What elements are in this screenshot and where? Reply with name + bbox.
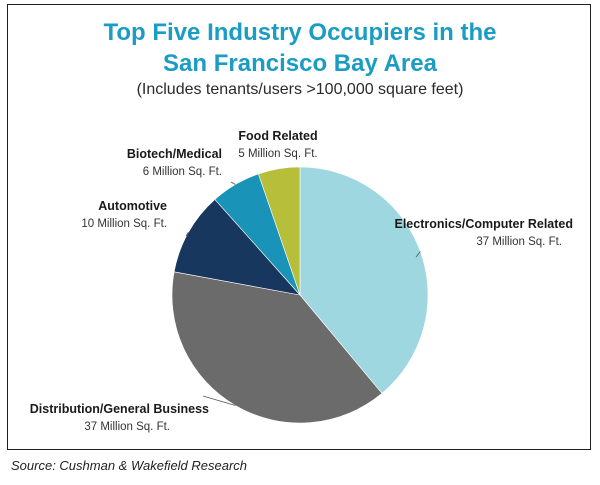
slice-label-electronics-computer-related: Electronics/Computer Related bbox=[394, 217, 573, 231]
leader-line-distribution-general-business bbox=[202, 395, 236, 406]
slice-value-biotech-medical: 6 Million Sq. Ft. bbox=[143, 166, 222, 178]
chart-title-line-1: Top Five Industry Occupiers in the bbox=[103, 19, 497, 46]
slice-label-automotive: Automotive bbox=[98, 199, 167, 213]
leader-line-electronics-computer-related bbox=[415, 251, 421, 258]
source-note: Source: Cushman & Wakefield Research bbox=[11, 458, 248, 473]
slice-labels: Electronics/Computer Related 37 Million S… bbox=[30, 129, 573, 433]
slice-value-automotive: 10 Million Sq. Ft. bbox=[81, 218, 167, 230]
leader-line-automotive bbox=[185, 232, 189, 237]
slice-value-electronics-computer-related: 37 Million Sq. Ft. bbox=[476, 236, 562, 248]
chart-title-line-2: San Francisco Bay Area bbox=[163, 50, 437, 77]
slice-value-distribution-general-business: 37 Million Sq. Ft. bbox=[84, 421, 170, 433]
pie-slices bbox=[171, 166, 429, 424]
pie-slice-automotive bbox=[173, 198, 301, 296]
slice-label-biotech-medical: Biotech/Medical bbox=[127, 147, 222, 161]
slice-label-food-related: Food Related bbox=[238, 129, 317, 143]
slice-value-food-related: 5 Million Sq. Ft. bbox=[238, 148, 317, 160]
chart-subtitle: (Includes tenants/users >100,000 square … bbox=[136, 81, 464, 98]
leader-lines bbox=[185, 181, 421, 406]
slice-label-distribution-general-business: Distribution/General Business bbox=[30, 402, 209, 416]
pie-slice-food-related bbox=[258, 166, 301, 296]
leader-line-biotech-medical bbox=[230, 181, 236, 185]
